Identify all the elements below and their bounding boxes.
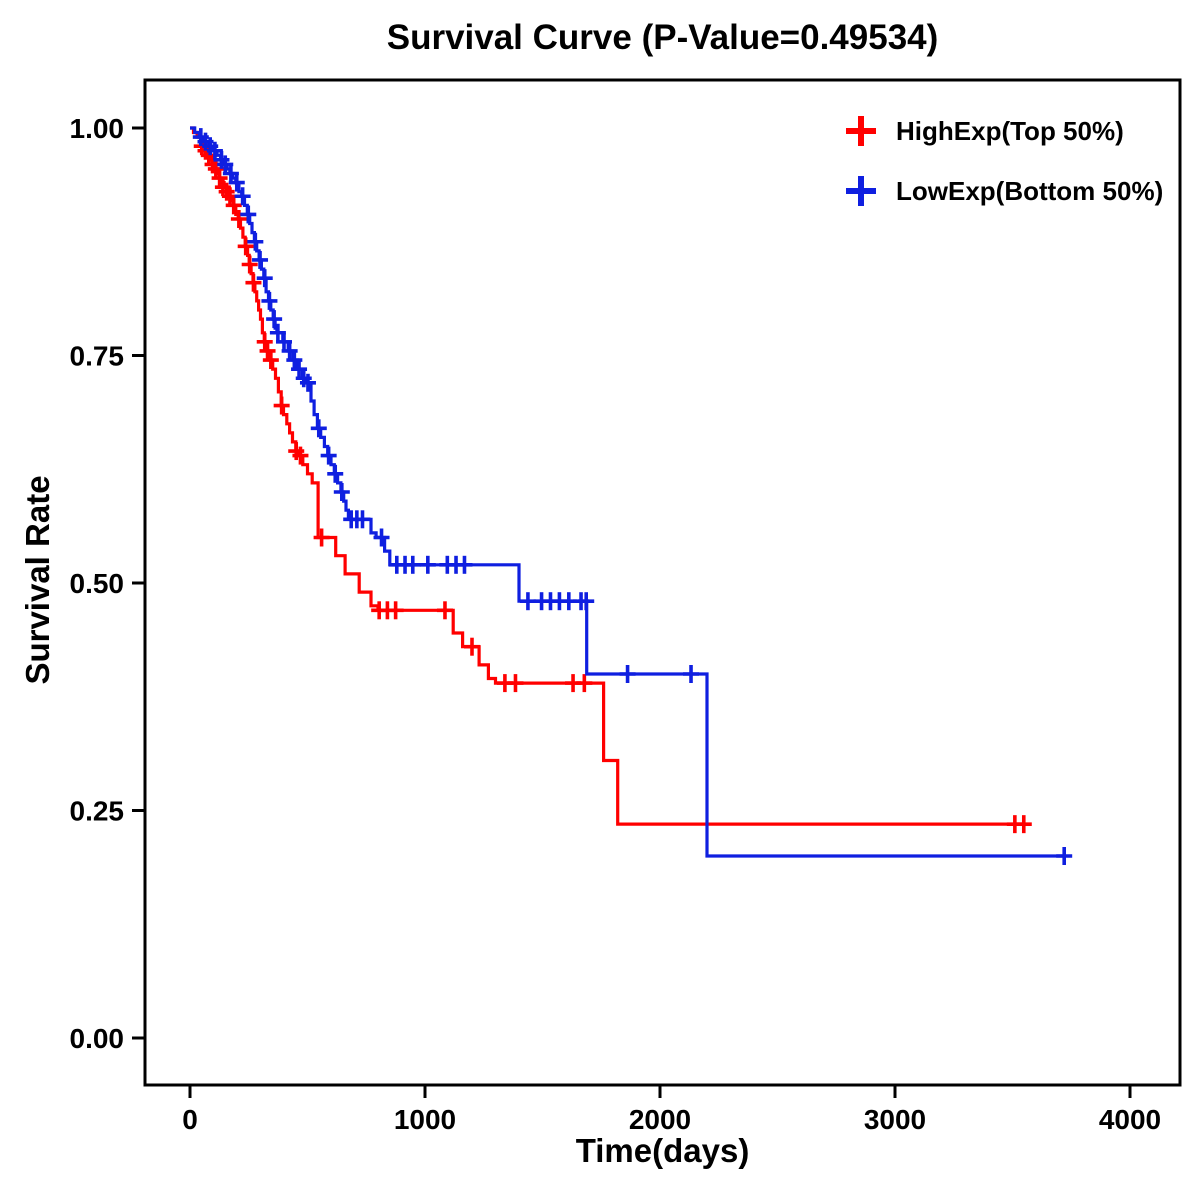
svg-text:0.50: 0.50 [70, 568, 125, 599]
svg-text:0: 0 [182, 1104, 198, 1135]
svg-text:0.00: 0.00 [70, 1023, 125, 1054]
censor-plus-icon [846, 176, 876, 206]
legend-label-lowexp: LowExp(Bottom 50%) [896, 175, 1164, 206]
svg-text:2000: 2000 [629, 1104, 691, 1135]
x-axis-label: Time(days) [575, 1132, 750, 1169]
legend: HighExp(Top 50%) LowExp(Bottom 50%) [842, 112, 1163, 210]
chart-title: Survival Curve (P-Value=0.49534) [386, 18, 939, 57]
svg-text:0.25: 0.25 [70, 796, 125, 827]
svg-text:1000: 1000 [394, 1104, 456, 1135]
legend-label-highexp: HighExp(Top 50%) [896, 115, 1124, 146]
svg-text:4000: 4000 [1099, 1104, 1161, 1135]
svg-text:1.00: 1.00 [70, 113, 125, 144]
legend-item-highexp: HighExp(Top 50%) [842, 112, 1163, 150]
svg-text:3000: 3000 [864, 1104, 926, 1135]
legend-item-lowexp: LowExp(Bottom 50%) [842, 172, 1163, 210]
censor-plus-icon [846, 116, 876, 146]
svg-text:0.75: 0.75 [70, 341, 125, 372]
